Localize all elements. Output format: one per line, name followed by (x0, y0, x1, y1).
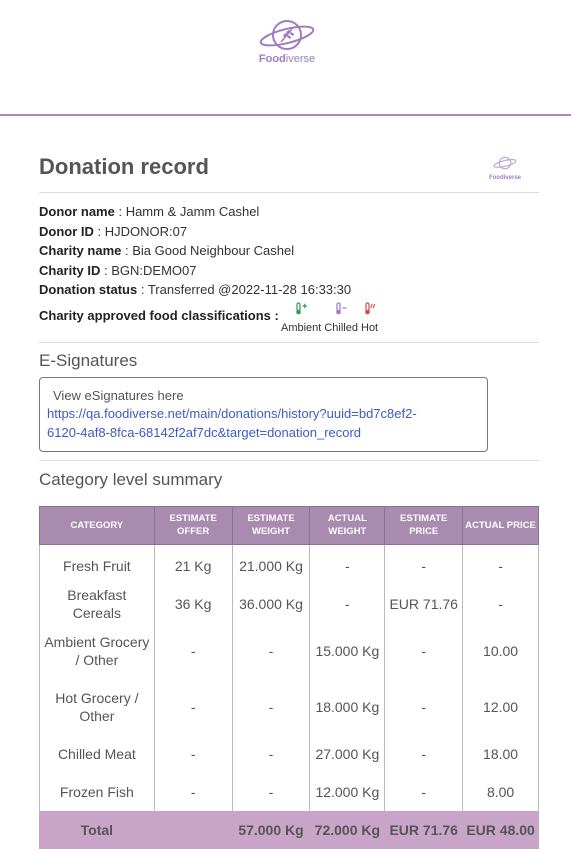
page-title: Donation record (39, 154, 209, 179)
estimate-weight-cell: - (231, 678, 311, 735)
header-estimate-offer: ESTIMATE OFFER (153, 505, 233, 545)
classification-ambient: Ambient (281, 301, 322, 334)
estimate-offer-cell: - (153, 678, 233, 735)
estimate-offer-cell: 21 Kg (153, 544, 233, 585)
thermometer-minus-icon (336, 301, 347, 314)
table-row: Fresh Fruit 21 Kg 21.000 Kg - - - (39, 544, 539, 585)
logo-wordmark: Foodiverse (258, 53, 316, 65)
total-row: Total 57.000 Kg 72.000 Kg EUR 71.76 EUR … (39, 810, 539, 849)
estimate-weight-cell: - (231, 734, 311, 773)
estimate-weight-cell: 21.000 Kg (231, 544, 311, 585)
table-row: Hot Grocery / Other - - 18.000 Kg - 12.0… (39, 678, 539, 735)
estimate-price-cell: - (384, 772, 464, 811)
actual-weight-cell: 27.000 Kg (309, 734, 386, 773)
estimate-weight-cell: - (231, 772, 311, 811)
estimate-offer-cell: - (153, 622, 233, 679)
classification-label: Hot (361, 321, 379, 334)
actual-weight-cell: - (309, 544, 386, 585)
estimate-weight-cell: - (231, 622, 311, 679)
actual-price-cell: 18.00 (462, 734, 539, 773)
header-actual-weight: ACTUAL WEIGHT (309, 505, 386, 545)
actual-price-cell: 8.00 (462, 772, 539, 811)
page-header: Foodiverse (0, 0, 571, 116)
table-row: Breakfast Cereals 36 Kg 36.000 Kg - EUR … (39, 584, 539, 623)
thermometer-hot-icon (364, 301, 375, 314)
table-row: Chilled Meat - - 27.000 Kg - 18.00 (39, 734, 539, 773)
header-category: CATEGORY (39, 505, 155, 545)
estimate-offer-cell: - (153, 772, 233, 811)
planet-logo-icon (259, 20, 315, 50)
estimate-price-cell: EUR 71.76 (384, 584, 464, 623)
estimate-price-cell: - (384, 544, 464, 585)
total-label: Total (39, 810, 155, 849)
esignatures-link[interactable]: https://qa.foodiverse.net/main/donations… (47, 405, 417, 440)
header-estimate-price: ESTIMATE PRICE (384, 505, 464, 545)
donation-status-row: Donation status : Transferred @2022-11-2… (39, 282, 352, 297)
summary-title: Category level summary (39, 469, 223, 489)
category-cell: Ambient Grocery / Other (39, 622, 155, 679)
total-estimate-offer (153, 810, 233, 849)
thermometer-plus-icon (296, 301, 308, 314)
donation-record: Donation record Foodiverse Donor name : … (39, 150, 539, 849)
esignatures-box: View eSignatures here https://qa.foodive… (39, 376, 488, 452)
actual-price-cell: - (462, 544, 539, 585)
category-summary-table: CATEGORY ESTIMATE OFFER ESTIMATE WEIGHT … (39, 505, 539, 849)
table-header-row: CATEGORY ESTIMATE OFFER ESTIMATE WEIGHT … (39, 505, 539, 545)
estimate-price-cell: - (384, 734, 464, 773)
donation-details: Donor name : Hamm & Jamm Cashel Donor ID… (39, 202, 539, 300)
category-cell: Breakfast Cereals (39, 584, 155, 623)
category-cell: Hot Grocery / Other (39, 678, 155, 735)
donor-id-row: Donor ID : HJDONOR:07 (39, 223, 188, 239)
view-esignatures-text: View eSignatures here (53, 387, 184, 403)
actual-price-cell: - (462, 584, 539, 623)
total-actual-weight: 72.000 Kg (309, 810, 386, 849)
classification-hot: Hot (361, 301, 379, 334)
esignatures-title: E-Signatures (39, 350, 138, 370)
estimate-offer-cell: 36 Kg (153, 584, 233, 623)
planet-logo-icon (493, 156, 517, 170)
category-cell: Frozen Fish (39, 772, 155, 811)
category-cell: Fresh Fruit (39, 544, 155, 585)
total-estimate-price: EUR 71.76 (384, 810, 464, 849)
actual-weight-cell: - (309, 584, 386, 623)
classification-label: Ambient (281, 321, 322, 334)
classifications-label: Charity approved food classifications : (39, 307, 279, 323)
header-actual-price: ACTUAL PRICE (462, 505, 539, 545)
estimate-price-cell: - (384, 678, 464, 735)
actual-weight-cell: 12.000 Kg (309, 772, 386, 811)
section-divider (39, 459, 539, 461)
total-actual-price: EUR 48.00 (462, 810, 539, 849)
record-header: Donation record Foodiverse (39, 150, 539, 193)
classification-label: Chilled (324, 321, 358, 334)
section-divider (39, 341, 539, 343)
small-logo: Foodiverse (489, 156, 521, 181)
donor-name-row: Donor name : Hamm & Jamm Cashel (39, 204, 260, 219)
estimate-offer-cell: - (153, 734, 233, 773)
total-estimate-weight: 57.000 Kg (231, 810, 311, 849)
actual-weight-cell: 15.000 Kg (309, 622, 386, 679)
actual-price-cell: 10.00 (462, 622, 539, 679)
table-row: Ambient Grocery / Other - - 15.000 Kg - … (39, 622, 539, 679)
food-classifications: Charity approved food classifications : … (39, 301, 539, 342)
foodiverse-logo[interactable]: Foodiverse (248, 18, 326, 65)
category-cell: Chilled Meat (39, 734, 155, 773)
actual-price-cell: 12.00 (462, 678, 539, 735)
classification-chilled: Chilled (324, 301, 358, 334)
estimate-weight-cell: 36.000 Kg (231, 584, 311, 623)
table-row: Frozen Fish - - 12.000 Kg - 8.00 (39, 772, 539, 811)
header-estimate-weight: ESTIMATE WEIGHT (231, 505, 311, 545)
actual-weight-cell: 18.000 Kg (309, 678, 386, 735)
estimate-price-cell: - (384, 622, 464, 679)
charity-id-row: Charity ID : BGN:DEMO07 (39, 262, 197, 278)
charity-name-row: Charity name : Bia Good Neighbour Cashel (39, 243, 295, 258)
